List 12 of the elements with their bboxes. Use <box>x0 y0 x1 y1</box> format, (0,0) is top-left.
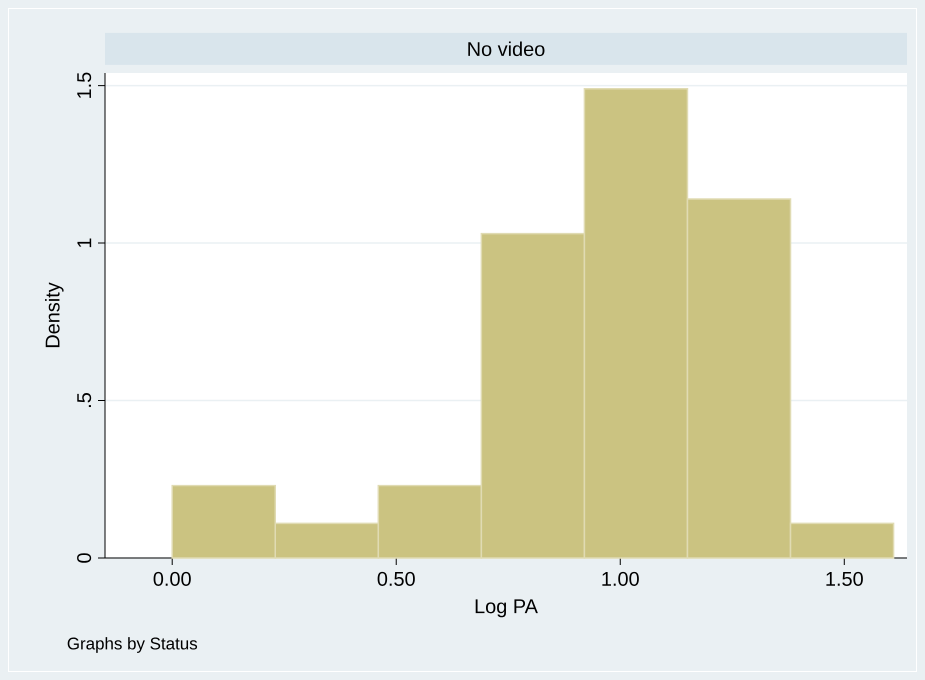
x-tick-label: 1.00 <box>602 572 639 586</box>
y-tick-label: 0 <box>77 553 92 563</box>
y-axis-title: Density <box>45 282 64 348</box>
x-tick-label: 0.50 <box>378 572 415 586</box>
chart-title: No video <box>468 42 544 56</box>
x-tick-label: 1.50 <box>826 572 863 586</box>
y-tick-label: .5 <box>77 393 92 408</box>
y-tick-label: 1 <box>77 238 92 248</box>
x-tick-label: 0.00 <box>154 572 191 586</box>
text: Graphs by Status <box>68 637 198 653</box>
x-axis-title: Log PA <box>476 599 538 618</box>
y-tick-label: 1.5 <box>77 72 92 98</box>
